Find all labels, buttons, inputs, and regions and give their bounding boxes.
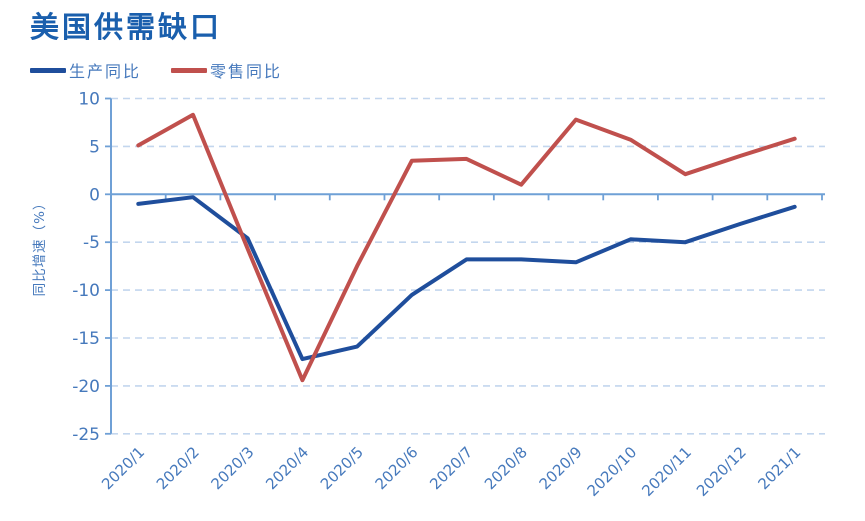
x-tick-label: 2020/1 — [98, 443, 148, 493]
retail-line-swatch — [171, 67, 208, 73]
x-tick-label: 2020/11 — [638, 443, 695, 500]
x-tick-label: 2020/5 — [317, 443, 367, 493]
x-tick-label: 2020/9 — [536, 443, 586, 493]
y-axis-title: 同比增速（%） — [32, 196, 48, 297]
y-tick-label: 0 — [89, 185, 100, 205]
legend-label-production: 生产同比 — [69, 62, 142, 81]
x-tick-label: 2020/12 — [693, 443, 750, 500]
y-tick-label: 5 — [89, 137, 100, 157]
series-line-production — [136, 195, 797, 362]
production-line-swatch — [30, 67, 66, 73]
legend-item-production: 生产同比 — [30, 58, 141, 82]
legend-label-retail: 零售同比 — [210, 62, 283, 81]
x-tick-label: 2020/6 — [372, 443, 422, 493]
y-tick-label: -5 — [83, 233, 100, 253]
x-tick-label: 2020/3 — [208, 443, 258, 493]
y-tick-label: -15 — [72, 329, 100, 349]
legend: 生产同比 零售同比 — [30, 58, 312, 82]
x-tick-label: 2020/4 — [262, 443, 312, 493]
y-tick-label: -10 — [72, 281, 100, 301]
x-tick-label: 2020/8 — [481, 443, 531, 493]
y-tick-label: -25 — [72, 425, 100, 445]
chart-title: 美国供需缺口 — [30, 10, 223, 44]
legend-item-retail: 零售同比 — [171, 58, 282, 82]
x-tick-label: 2021/1 — [754, 443, 804, 493]
series-line-retail — [136, 112, 797, 383]
y-tick-label: 10 — [78, 90, 100, 110]
x-tick-label: 2020/2 — [153, 443, 203, 493]
x-tick-label: 2020/10 — [584, 443, 641, 500]
y-tick-label: -20 — [72, 377, 100, 397]
x-tick-label: 2020/7 — [426, 443, 476, 493]
